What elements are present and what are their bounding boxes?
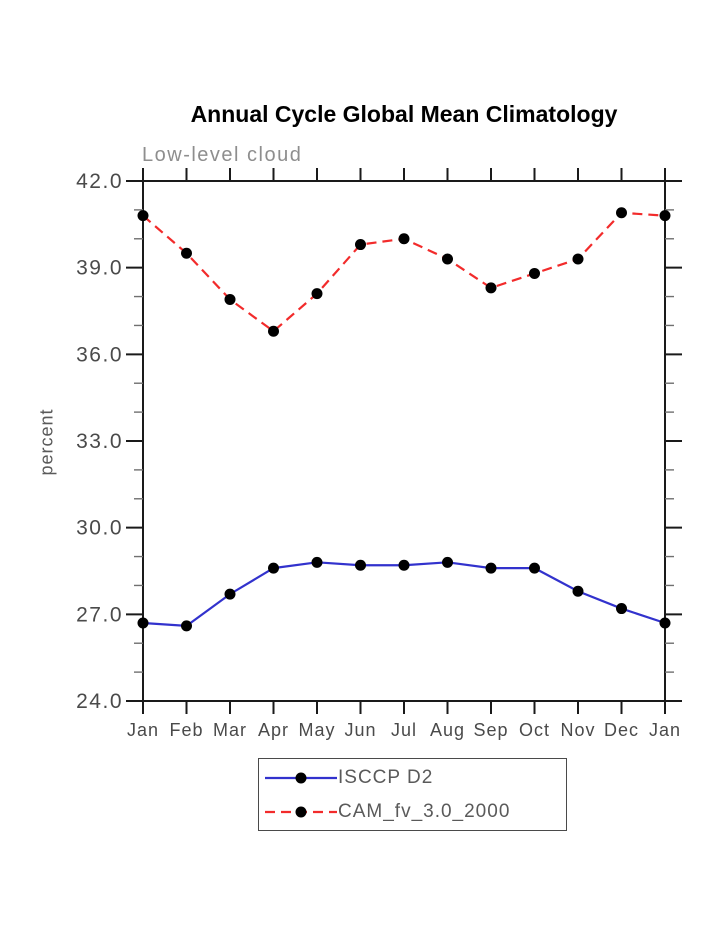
x-tick-label: May	[298, 720, 335, 740]
y-tick-label: 42.0	[76, 170, 123, 193]
data-point	[659, 617, 671, 629]
legend-marker-icon	[295, 806, 307, 818]
x-tick-label: Dec	[604, 720, 639, 740]
data-point	[355, 239, 366, 251]
data-point	[529, 267, 540, 279]
series-line-cam-fv-3-0-2000	[142, 211, 666, 333]
legend-line-sample-dashed	[265, 806, 337, 818]
data-point	[181, 620, 192, 632]
data-point	[616, 207, 627, 219]
data-point	[659, 210, 671, 222]
data-point	[616, 603, 627, 615]
data-point	[268, 562, 279, 574]
data-point	[485, 282, 497, 294]
data-point	[137, 617, 149, 629]
y-tick-label: 33.0	[76, 430, 123, 453]
x-tick-label: Mar	[213, 720, 247, 740]
legend-label: CAM_fv_3.0_2000	[338, 801, 511, 822]
x-tick-label: Nov	[560, 720, 595, 740]
data-point	[398, 559, 410, 571]
series-line-isccp-d2	[142, 561, 666, 628]
x-tick-label: Jan	[649, 720, 681, 740]
chart-subtitle: Low-level cloud	[142, 144, 303, 166]
y-tick-label: 30.0	[76, 517, 123, 540]
data-point	[181, 247, 192, 259]
data-point	[442, 253, 453, 265]
y-tick-label: 36.0	[76, 343, 123, 366]
data-point	[572, 585, 584, 597]
y-tick-label: 27.0	[76, 603, 123, 626]
y-tick-label: 39.0	[76, 257, 123, 280]
data-point	[355, 559, 366, 571]
data-point	[311, 556, 323, 568]
data-point	[442, 556, 453, 568]
x-tick-label: Sep	[473, 720, 508, 740]
data-point	[268, 325, 279, 337]
legend-marker-icon	[295, 772, 307, 784]
legend-line-sample-solid	[265, 772, 337, 784]
data-point	[224, 293, 236, 305]
chart-title: Annual Cycle Global Mean Climatology	[190, 101, 618, 127]
data-point	[398, 233, 410, 245]
x-tick-label: Jul	[391, 720, 417, 740]
data-point	[485, 562, 497, 574]
data-point	[529, 562, 540, 574]
data-point	[572, 253, 584, 265]
data-point	[224, 588, 236, 600]
data-point	[137, 210, 149, 222]
legend-box: ISCCP D2 CAM_fv_3.0_2000	[258, 758, 567, 831]
legend-item-isccp: ISCCP D2	[264, 761, 566, 795]
x-tick-label: Aug	[430, 720, 465, 740]
x-tick-label: Apr	[258, 720, 289, 740]
x-tick-label: Oct	[519, 720, 550, 740]
x-tick-label: Jun	[344, 720, 376, 740]
y-tick-label: 24.0	[76, 690, 123, 713]
legend-label: ISCCP D2	[338, 767, 434, 788]
x-tick-label: Jan	[127, 720, 159, 740]
data-point	[311, 288, 323, 300]
x-tick-label: Feb	[169, 720, 203, 740]
legend-item-cam: CAM_fv_3.0_2000	[264, 795, 566, 829]
